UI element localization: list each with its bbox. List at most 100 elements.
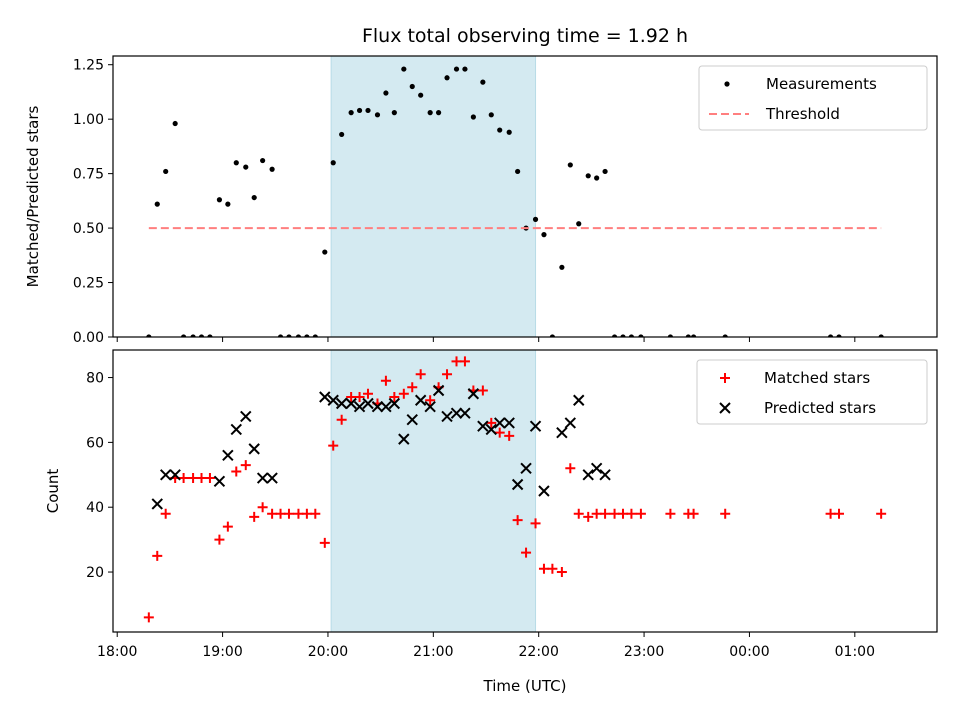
measurement-point xyxy=(154,201,160,207)
measurement-point xyxy=(594,175,600,181)
measurement-point xyxy=(348,110,354,116)
matched-stars-point xyxy=(688,508,699,519)
measurement-point xyxy=(180,334,187,337)
measurement-point xyxy=(251,194,257,201)
matched-stars-point xyxy=(398,388,409,399)
matched-stars-point xyxy=(240,460,251,471)
matched-stars-point xyxy=(538,563,549,574)
matched-stars-point xyxy=(665,508,676,519)
predicted-stars-point xyxy=(477,420,489,432)
matched-stars-point xyxy=(521,547,532,558)
matched-stars-point xyxy=(336,414,347,425)
predicted-stars-point xyxy=(582,469,594,481)
predicted-stars-point xyxy=(459,407,471,419)
matched-stars-point xyxy=(231,466,242,477)
matched-stars-point xyxy=(477,385,488,396)
measurement-point xyxy=(462,66,468,72)
measurement-point xyxy=(549,334,555,337)
matched-stars-point xyxy=(617,508,628,519)
predicted-stars-point xyxy=(213,475,226,487)
measurement-point xyxy=(409,83,415,90)
matched-stars-point xyxy=(530,518,541,529)
matched-stars-point xyxy=(486,417,497,428)
legend-predicted-swatch xyxy=(719,402,731,414)
legend-label: Matched stars xyxy=(764,369,870,387)
y-tick-label: 40 xyxy=(86,500,104,516)
x-tick-label: 19:00 xyxy=(202,644,242,660)
predicted-stars-point xyxy=(240,410,252,423)
matched-stars-point xyxy=(573,508,584,519)
measurement-point xyxy=(198,334,205,337)
measurement-point xyxy=(480,79,486,85)
y-tick-label: 1.25 xyxy=(73,58,104,74)
predicted-stars-point xyxy=(467,388,480,400)
predicted-stars-point xyxy=(256,472,269,484)
y-tick-label: 60 xyxy=(86,435,104,451)
predicted-stars-point xyxy=(371,401,384,413)
matched-stars-point xyxy=(160,508,171,519)
measurement-point xyxy=(435,110,442,116)
matched-stars-point xyxy=(204,473,215,484)
count-axes-frame xyxy=(112,349,938,633)
predicted-stars-point xyxy=(398,433,410,445)
measurement-point xyxy=(260,157,266,164)
ratio-axes-frame xyxy=(112,55,938,338)
ratio-legend: Measurements Threshold xyxy=(698,65,928,131)
matched-stars-point xyxy=(283,508,294,519)
matched-stars-point xyxy=(328,440,339,451)
matched-stars-point xyxy=(547,563,558,574)
matched-stars-point xyxy=(407,382,418,393)
x-tick-label: 20:00 xyxy=(308,644,348,660)
matched-stars-point xyxy=(152,550,163,561)
predicted-stars-point xyxy=(222,449,234,462)
measurement-point xyxy=(576,221,582,227)
predicted-stars-point xyxy=(151,498,163,510)
matched-stars-point xyxy=(459,356,470,367)
measurement-point xyxy=(322,249,328,255)
measurement-point xyxy=(295,334,302,337)
predicted-stars-point xyxy=(485,423,497,436)
predicted-stars-point xyxy=(380,401,392,413)
predicted-stars-point xyxy=(266,472,278,484)
matched-stars-point xyxy=(504,430,515,441)
predicted-stars-point xyxy=(556,426,568,439)
y-tick-label: 0.50 xyxy=(73,221,104,237)
y-tick-label: 80 xyxy=(86,371,104,387)
matched-stars-point xyxy=(825,508,836,519)
measurement-point xyxy=(836,334,842,337)
measurement-point xyxy=(722,334,728,337)
x-tick-label: 22:00 xyxy=(519,644,559,660)
measurement-point xyxy=(365,107,371,114)
matched-stars-point xyxy=(222,521,233,532)
measurement-point xyxy=(401,66,407,72)
measurement-point xyxy=(286,334,292,337)
matched-stars-point xyxy=(834,508,845,519)
measurement-point xyxy=(827,334,834,337)
predicted-stars-point xyxy=(432,384,445,397)
predicted-stars-point xyxy=(327,394,339,406)
matched-stars-point xyxy=(310,508,321,519)
predicted-stars-point xyxy=(494,417,506,429)
matched-stars-point xyxy=(876,508,887,519)
matched-stars-point xyxy=(380,375,391,386)
predicted-stars-point xyxy=(230,423,242,436)
measurement-point xyxy=(541,232,547,238)
predicted-stars-point xyxy=(159,469,172,481)
predicted-stars-point xyxy=(169,469,181,481)
measurement-point xyxy=(172,120,178,127)
measurement-point xyxy=(878,334,884,337)
y-tick-label: 0.00 xyxy=(73,330,104,346)
matched-stars-point xyxy=(389,392,400,402)
y-tick-label: 20 xyxy=(86,565,104,581)
predicted-stars-point xyxy=(564,417,577,429)
y-tick-label: 1.00 xyxy=(73,112,104,128)
matched-stars-point xyxy=(442,369,453,380)
measurement-point xyxy=(638,334,644,337)
predicted-stars-point xyxy=(345,397,357,410)
measurement-point xyxy=(667,334,674,337)
predicted-stars-point xyxy=(362,397,374,410)
matched-stars-point xyxy=(362,388,373,399)
measurement-point xyxy=(620,334,626,337)
predicted-stars-point xyxy=(529,420,542,432)
measurement-point xyxy=(146,334,152,337)
